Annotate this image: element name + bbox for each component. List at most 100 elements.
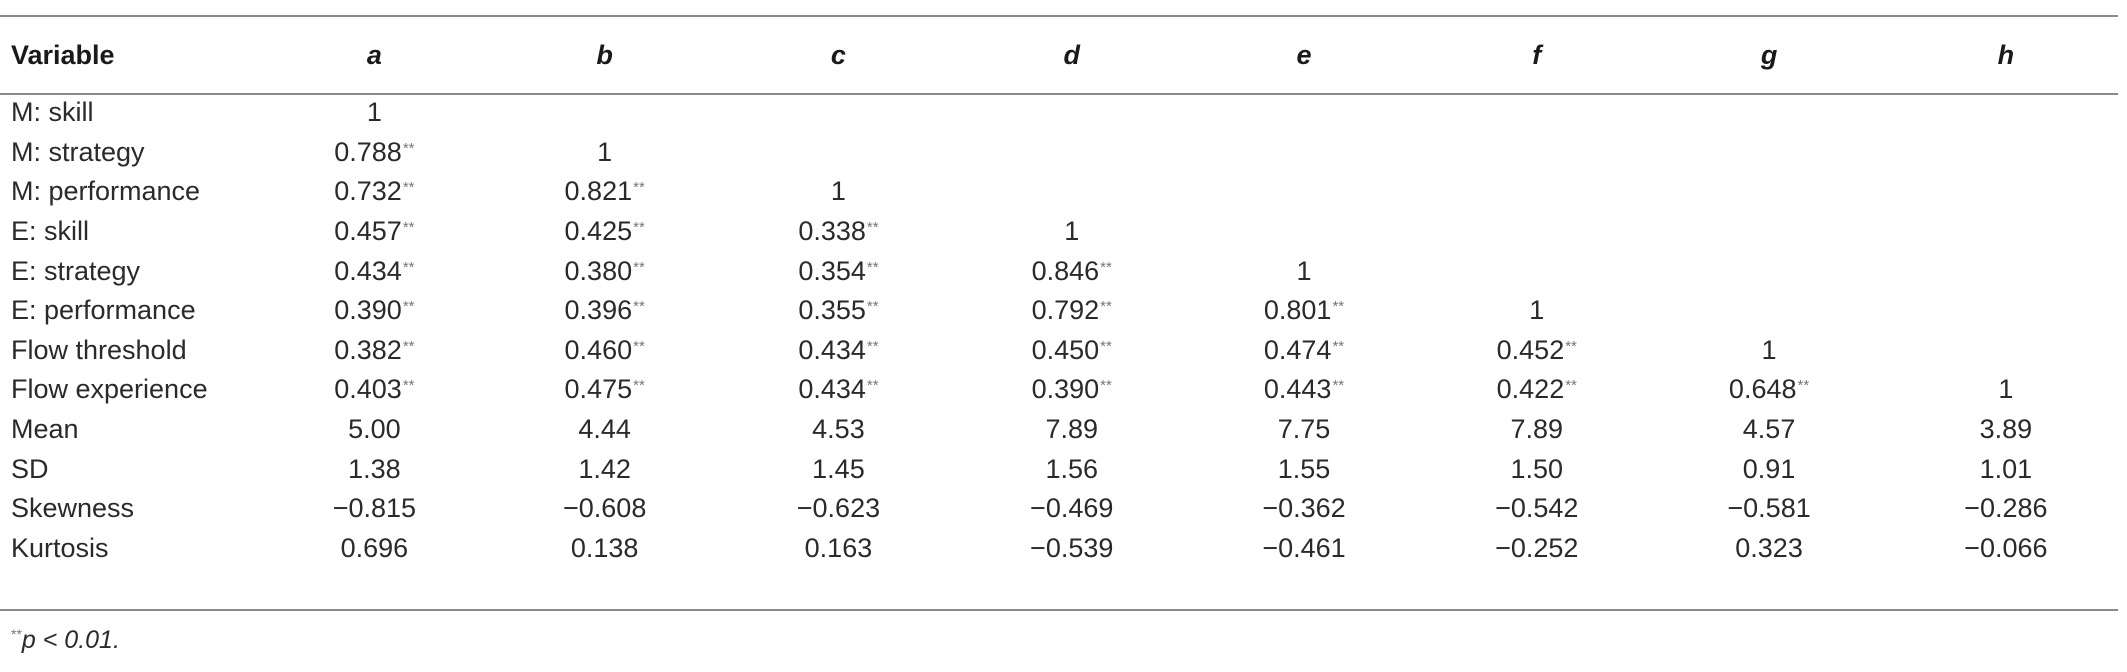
table-cell: 0.434** (261, 251, 488, 291)
significance-marker: ** (1332, 298, 1345, 316)
table-cell: 0.355** (721, 291, 955, 331)
table-header-row: Variable a b c d e f g h (11, 17, 2127, 93)
table-row: Flow experience 0.403** 0.475** 0.434** 0.39… (11, 370, 2127, 410)
cell-value: 1.50 (1510, 453, 1564, 484)
significance-marker: ** (402, 258, 415, 276)
table-cell (1885, 251, 2127, 291)
cell-value: 0.801 (1263, 295, 1332, 326)
cell-value: −0.286 (1964, 493, 2048, 524)
significance-marker: ** (1797, 377, 1810, 395)
significance-marker: ** (866, 377, 879, 395)
significance-marker: ** (1100, 258, 1112, 276)
cell-value: 3.89 (1979, 414, 2033, 445)
table-cell: 0.846** (956, 251, 1188, 291)
cell-value: 0.648 (1728, 374, 1797, 405)
cell-value: 1 (1998, 374, 2014, 405)
table-footnote: **p < 0.01. (11, 626, 120, 655)
table-cell (1188, 172, 1420, 212)
cell-value: −0.252 (1495, 532, 1579, 563)
table-cell: 4.53 (721, 410, 955, 450)
cell-value: 4.53 (812, 414, 865, 445)
column-header-g: g (1760, 39, 1778, 70)
cell-value: 0.380 (564, 255, 633, 286)
table-row: M: skill 1 (11, 93, 2127, 133)
table-cell: 1.38 (261, 449, 488, 489)
table-cell (1420, 93, 1653, 133)
cell-value: −0.539 (1030, 532, 1114, 563)
cell-value: 0.390 (334, 295, 402, 326)
table-cell: 1 (1653, 331, 1884, 371)
table-cell (1653, 251, 1884, 291)
row-label: Mean (11, 414, 79, 445)
table-row: E: performance 0.390** 0.396** 0.355** 0.792… (11, 291, 2127, 331)
column-header-h: h (1997, 39, 2015, 70)
cell-value: 0.434 (334, 255, 402, 286)
cell-value: 0.403 (334, 374, 402, 405)
table-cell (1420, 133, 1653, 173)
significance-marker: ** (866, 337, 879, 355)
significance-marker: ** (1565, 377, 1577, 395)
cell-value: −0.815 (332, 493, 417, 524)
table-cell (956, 133, 1188, 173)
table-cell (1188, 133, 1420, 173)
cell-value: 0.382 (334, 334, 402, 365)
table-cell (1653, 291, 1884, 331)
significance-marker: ** (633, 258, 645, 276)
significance-marker: ** (1565, 337, 1577, 355)
cell-value: 1 (1529, 295, 1545, 326)
cell-value: 0.846 (1031, 255, 1100, 286)
table-cell: 0.382** (261, 331, 488, 371)
significance-marker: ** (402, 377, 415, 395)
column-header-d: d (1063, 39, 1080, 70)
table-cell: 7.89 (956, 410, 1188, 450)
table-cell: 1.55 (1188, 449, 1420, 489)
cell-value: 0.475 (564, 374, 633, 405)
correlation-table: Variable a b c d e f g h M: skill 1 M: str… (11, 17, 2127, 568)
row-label: Flow experience (11, 374, 208, 405)
table-cell (1885, 212, 2127, 252)
cell-value: 1.38 (348, 453, 401, 484)
table-row: SD 1.38 1.42 1.45 1.56 1.55 1.50 0.91 1.01 (11, 449, 2127, 489)
table-cell: 1.45 (721, 449, 955, 489)
table-cell: 0.788** (261, 133, 488, 173)
table-cell (1420, 251, 1653, 291)
table-cell (1653, 212, 1884, 252)
cell-value: 0.443 (1263, 374, 1332, 405)
cell-value: −0.461 (1262, 532, 1346, 563)
table-cell: −0.286 (1885, 489, 2127, 529)
significance-marker: ** (402, 298, 415, 316)
table-cell (1420, 212, 1653, 252)
table-cell: 0.425** (488, 212, 721, 252)
row-label: E: skill (11, 216, 90, 247)
table-cell (488, 93, 721, 133)
cell-value: 0.792 (1031, 295, 1100, 326)
row-label: M: strategy (11, 136, 145, 167)
table-cell: −0.469 (956, 489, 1188, 529)
table-row: E: strategy 0.434** 0.380** 0.354** 0.846** 1 (11, 251, 2127, 291)
table-cell: 0.648** (1653, 370, 1884, 410)
cell-value: 1 (1064, 216, 1080, 247)
table-cell: −0.542 (1420, 489, 1653, 529)
cell-value: 0.821 (564, 176, 633, 207)
table-cell: 4.57 (1653, 410, 1884, 450)
row-label: Flow threshold (11, 334, 187, 365)
column-header-a: a (366, 39, 382, 70)
cell-value: 0.91 (1742, 453, 1796, 484)
table-cell: 0.474** (1188, 331, 1420, 371)
significance-marker: ** (1332, 377, 1345, 395)
table-cell: 3.89 (1885, 410, 2127, 450)
table-cell (1885, 93, 2127, 133)
cell-value: −0.608 (563, 493, 647, 524)
significance-marker: ** (633, 219, 645, 237)
row-label: SD (11, 453, 49, 484)
cell-value: 0.696 (340, 532, 409, 563)
cell-value: 7.75 (1277, 414, 1331, 445)
table-cell: 0.475** (488, 370, 721, 410)
table-cell: −0.461 (1188, 529, 1420, 569)
table-top-rule (0, 15, 2118, 17)
significance-marker: ** (633, 298, 645, 316)
table-cell: 0.396** (488, 291, 721, 331)
cell-value: 0.422 (1496, 374, 1565, 405)
cell-value: 0.460 (564, 334, 633, 365)
table-cell: −0.252 (1420, 529, 1653, 569)
